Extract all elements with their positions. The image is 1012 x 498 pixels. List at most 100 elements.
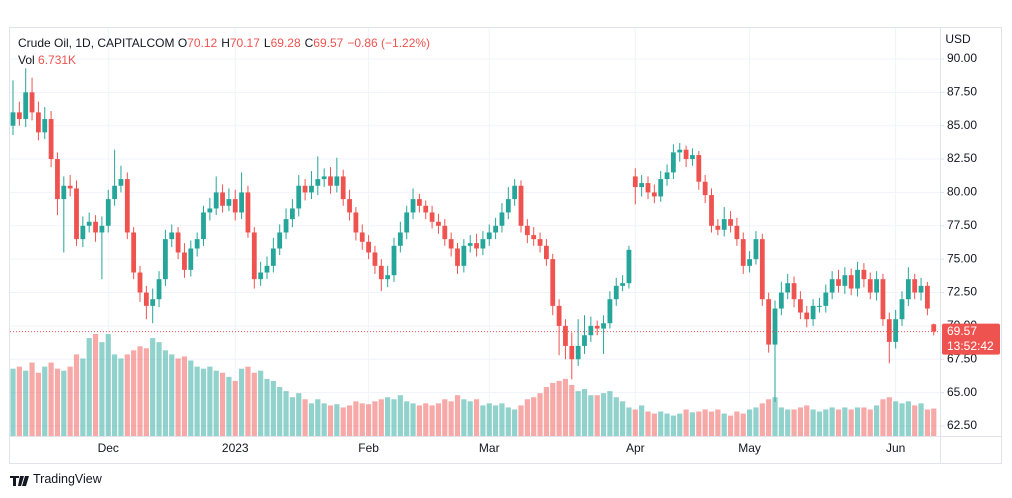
y-tick-label: 67.50 (947, 351, 977, 365)
volume-bar (620, 401, 626, 436)
candle-body (486, 232, 492, 240)
volume-bar (810, 409, 816, 436)
candle-body (23, 92, 29, 120)
candle-body (925, 285, 930, 309)
volume-bar (594, 395, 600, 436)
candle-body (886, 319, 892, 342)
volume-bar (385, 397, 391, 436)
volume-bar (150, 338, 156, 436)
candle-body (86, 221, 92, 226)
ohlc-value: 69.57 (313, 36, 344, 50)
volume-bar (181, 356, 188, 436)
candle-body (16, 112, 22, 120)
last-price-label: 69.57 (947, 324, 977, 338)
candle-body (772, 308, 778, 345)
y-tick-label: 77.50 (947, 218, 977, 232)
volume-bar (302, 399, 308, 436)
candle-body (664, 172, 670, 180)
candle-body (270, 248, 276, 266)
volume-bar (359, 403, 365, 436)
volume-bar (112, 354, 118, 436)
volume-bar (321, 403, 327, 436)
candle-body (309, 185, 314, 193)
candle-body (74, 188, 79, 240)
volume-bar (156, 342, 162, 436)
candle-body (524, 225, 530, 236)
candle-body (55, 159, 60, 200)
axes: 62.5065.0067.5070.0072.5075.0077.5080.00… (10, 51, 1000, 455)
volume-bar (423, 403, 429, 436)
volume-bar (99, 342, 105, 436)
candle-body (461, 245, 467, 266)
candle-body (912, 279, 918, 293)
volume-bar (283, 391, 289, 436)
ohlc-value: 70.17 (229, 36, 260, 50)
volume-bar (842, 407, 848, 436)
x-tick-label: May (738, 441, 761, 455)
volume-bar (340, 407, 346, 436)
volume-bar (378, 399, 384, 436)
candle-body (124, 179, 130, 233)
candle-body (29, 92, 35, 113)
candle-body (429, 212, 435, 222)
candle-body (753, 239, 759, 260)
candle-body (709, 195, 714, 226)
volume-bar (816, 411, 823, 436)
volume-bar (708, 411, 715, 436)
candle-body (651, 192, 657, 197)
x-tick-label: 2023 (222, 441, 249, 455)
candle-body (372, 252, 378, 266)
candle-body (480, 239, 486, 249)
volume-bar (791, 409, 797, 436)
volume-bar (315, 399, 321, 436)
candle-body (290, 208, 295, 220)
volume-bar (245, 366, 251, 436)
candle-body (658, 179, 664, 197)
ohlc-label: O (177, 36, 188, 50)
candle-body (245, 192, 251, 233)
volume-bar (353, 401, 359, 436)
volume-bar (486, 403, 492, 436)
candle-body (105, 199, 111, 226)
candle-body (417, 199, 422, 206)
candle-body (67, 185, 73, 189)
candle-body (378, 265, 384, 280)
candle-body (715, 225, 721, 230)
countdown: 13:52:42 (947, 339, 994, 353)
grid (10, 28, 940, 436)
candle-body (728, 219, 733, 226)
volume-bar (747, 409, 753, 436)
volume-bar (188, 360, 194, 436)
candle-body (93, 221, 98, 233)
y-tick-label: 62.50 (947, 418, 977, 432)
volume-bar (61, 370, 67, 436)
volume-bar (543, 387, 549, 436)
volume-bar (766, 399, 772, 436)
candle-body (874, 279, 879, 293)
candle-body (880, 279, 886, 320)
candle-body (391, 245, 397, 276)
volume-bar (581, 389, 588, 436)
candle-body (112, 185, 117, 200)
candle-body (277, 232, 283, 249)
volume-bar (296, 393, 302, 436)
candle-body (747, 259, 752, 266)
candle-body (531, 235, 537, 240)
candle-body (645, 183, 651, 193)
volume-bar (35, 372, 41, 436)
candles (10, 68, 937, 402)
candle-body (734, 225, 740, 240)
candle-body (677, 149, 683, 153)
candle-body (131, 232, 137, 273)
candle-body (518, 185, 524, 226)
candle-body (404, 212, 410, 233)
candle-body (505, 199, 511, 213)
candle-body (455, 248, 460, 266)
volume-bar (131, 350, 137, 436)
candle-body (423, 205, 429, 213)
volume-bar (677, 413, 683, 436)
y-tick-label: 80.00 (947, 185, 977, 199)
candle-body (556, 305, 562, 326)
candle-body (759, 239, 765, 300)
